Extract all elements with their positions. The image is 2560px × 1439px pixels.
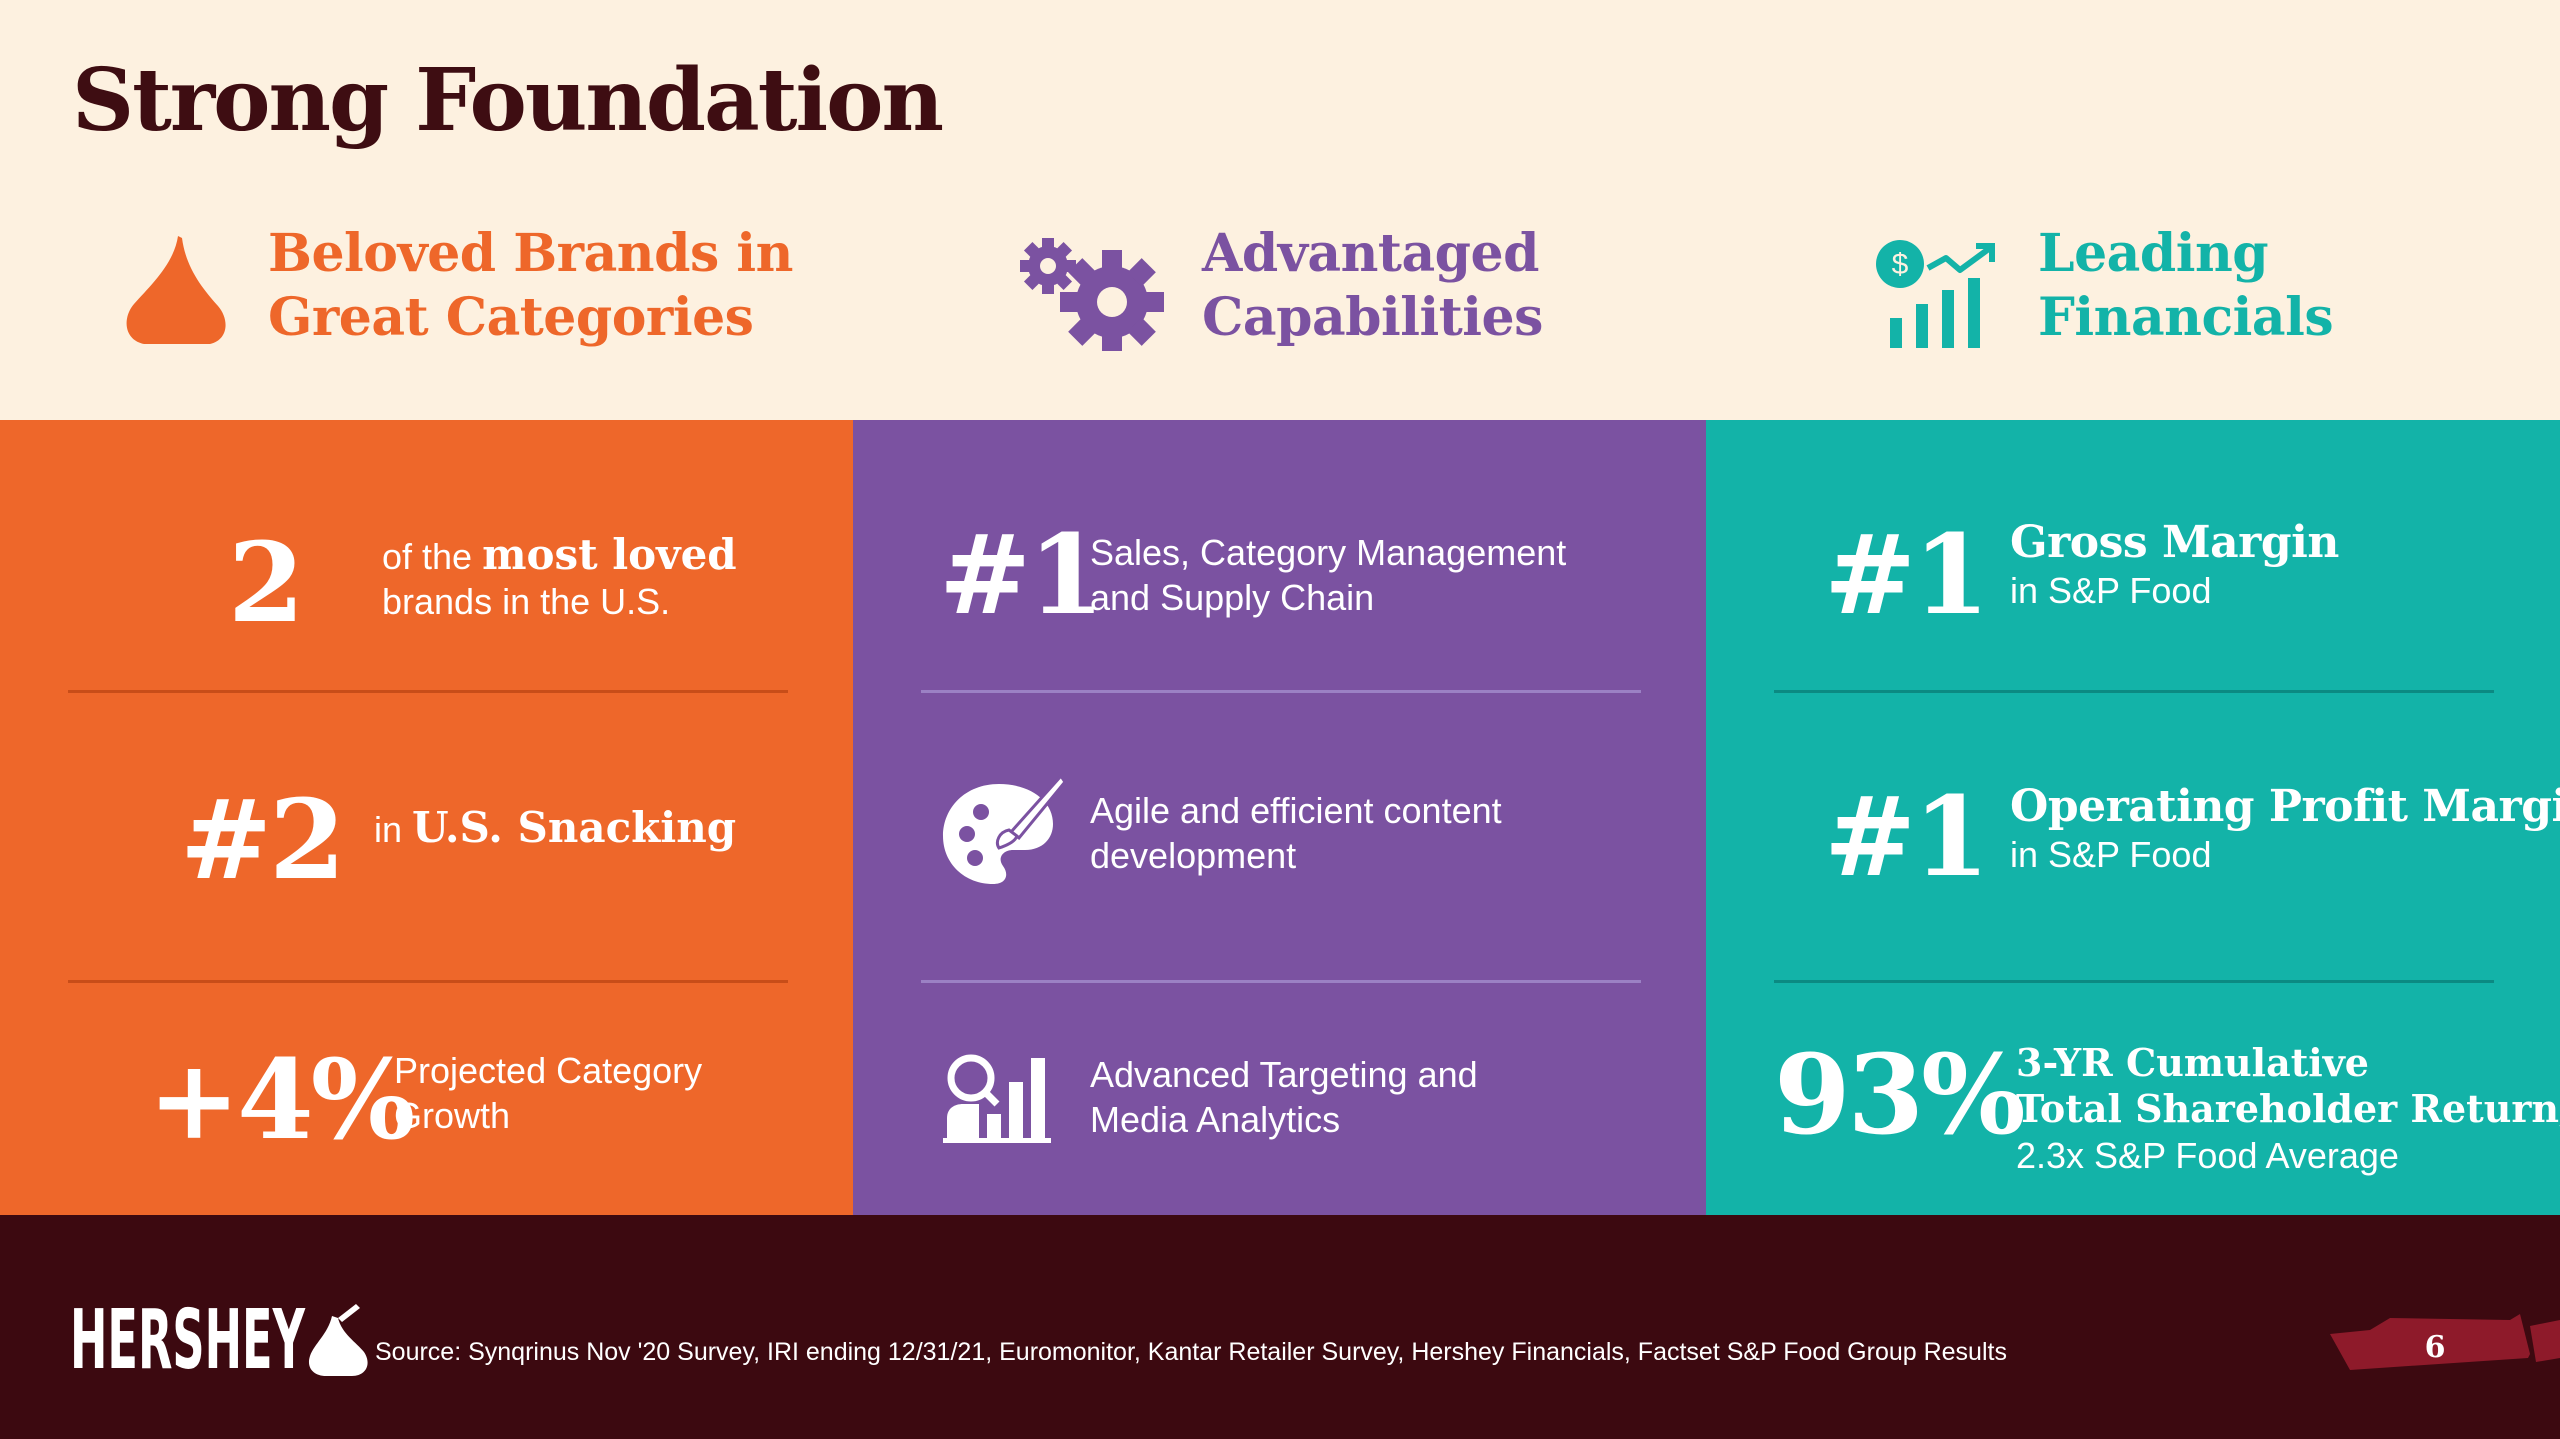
divider [1774, 690, 2494, 693]
pillar-capabilities-header: Advantaged Capabilities [1020, 222, 1580, 362]
pillar-financials-label: Leading Financials [2038, 223, 2334, 348]
brands-snacking-text: in U.S. Snacking [374, 803, 737, 852]
pillar-financials-header: $ Leading Financials [1872, 222, 2432, 362]
divider [921, 980, 1641, 983]
hershey-logo: HERSHEY [70, 1290, 370, 1388]
capabilities-content-text: Agile and efficient content development [1090, 790, 1502, 876]
gross-margin-text: Gross Margin in S&P Food [2010, 517, 2339, 612]
brands-snacking-rank: #2 [180, 775, 346, 904]
shareholder-return-value: 93% [1774, 1030, 2026, 1159]
operating-margin-rank: #1 [1824, 772, 1990, 901]
gross-margin-rank: #1 [1824, 510, 1990, 639]
brands-column: 2 of the most loved brands in the U.S. #… [0, 420, 853, 1215]
page-number-tab [2330, 1312, 2560, 1389]
shareholder-return-text: 3-YR Cumulative Total Shareholder Return… [2016, 1040, 2560, 1176]
pillar-brands-label: Beloved Brands in Great Categories [268, 223, 793, 348]
pillar-capabilities-label: Advantaged Capabilities [1202, 223, 1543, 348]
brands-growth-value: +4% [148, 1035, 415, 1164]
svg-text:HERSHEY: HERSHEY [70, 1293, 306, 1380]
page-number: 6 [2424, 1330, 2446, 1365]
capabilities-analytics-text: Advanced Targeting and Media Analytics [1090, 1054, 1478, 1140]
operating-margin-text: Operating Profit Margin in S&P Food [2010, 781, 2560, 876]
analytics-person-icon [943, 1052, 1055, 1149]
page-title: Strong Foundation [72, 50, 944, 151]
divider [68, 690, 788, 693]
svg-text:$: $ [1892, 248, 1909, 281]
divider [921, 690, 1641, 693]
footer [0, 1215, 2560, 1439]
divider [68, 980, 788, 983]
pillar-brands-header: Beloved Brands in Great Categories [120, 222, 820, 362]
financial-growth-chart-icon: $ [1872, 238, 1998, 355]
brands-stat-2-text: of the most loved brands in the U.S. [382, 530, 737, 622]
capabilities-rank: #1 [939, 510, 1105, 639]
capabilities-sales-text: Sales, Category Management and Supply Ch… [1090, 532, 1567, 618]
brands-growth-text: Projected Category Growth [394, 1050, 703, 1136]
capabilities-column: #1 Sales, Category Management and Supply… [853, 420, 1706, 1215]
gears-icon [1020, 236, 1165, 356]
divider [1774, 980, 2494, 983]
paint-palette-icon [939, 772, 1067, 895]
kiss-drop-icon [120, 234, 230, 354]
financials-column: #1 Gross Margin in S&P Food #1 Operating… [1706, 420, 2560, 1215]
source-note: Source: Synqrinus Nov '20 Survey, IRI en… [375, 1338, 2007, 1366]
brands-stat-2-value: 2 [228, 518, 305, 647]
